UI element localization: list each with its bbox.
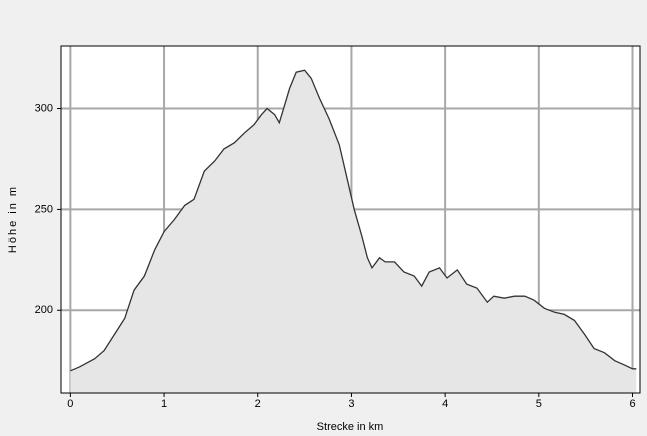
marks	[70, 69, 637, 393]
x-tick-label: 5	[536, 398, 542, 410]
x-axis-label: Strecke in km	[317, 421, 384, 433]
x-tick-label: 0	[67, 398, 73, 410]
x-tick-label: 1	[161, 398, 167, 410]
x-tick-label: 3	[348, 398, 354, 410]
y-tick-label: 250	[35, 203, 53, 215]
y-tick-label: 200	[35, 304, 53, 316]
y-tick-label: 300	[35, 102, 53, 114]
x-tick-label: 6	[629, 398, 635, 410]
area-fill	[70, 70, 637, 393]
x-tick-label: 4	[442, 398, 448, 410]
x-tick-label: 2	[255, 398, 261, 410]
profile-line	[70, 69, 637, 372]
plot-frame	[60, 45, 641, 394]
y-axis-label: Höhe in m	[7, 185, 19, 253]
